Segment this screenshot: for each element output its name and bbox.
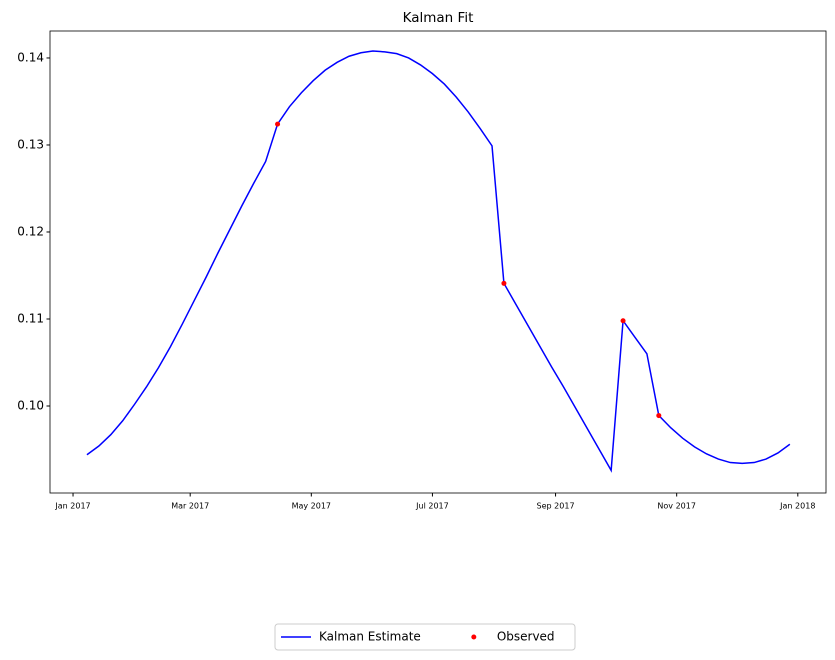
x-tick-label: Jan 2017 [54, 502, 90, 511]
y-tick-label: 0.10 [17, 398, 44, 412]
point [275, 121, 281, 127]
x-tick-label: Jul 2017 [415, 502, 449, 511]
point [620, 318, 626, 324]
x-tick-label: Sep 2017 [537, 502, 575, 511]
x-tick-label: Mar 2017 [171, 502, 209, 511]
legend-label: Observed [497, 630, 555, 644]
x-tick-label: Nov 2017 [657, 502, 696, 511]
x-tick-label: Jan 2018 [779, 502, 815, 511]
line [86, 50, 791, 473]
y-tick-label: 0.13 [17, 137, 44, 151]
y-tick-label: 0.14 [17, 50, 44, 64]
point [656, 413, 662, 419]
x-tick-label: May 2017 [292, 502, 331, 511]
y-tick-label: 0.11 [17, 311, 44, 325]
legend-box [274, 623, 576, 651]
point [501, 280, 507, 286]
plot-frame [49, 30, 827, 494]
legend-label: Kalman Estimate [319, 630, 421, 644]
legend-swatch [471, 634, 477, 640]
chart-title: Kalman Fit [403, 10, 474, 26]
y-tick-label: 0.12 [17, 224, 44, 238]
